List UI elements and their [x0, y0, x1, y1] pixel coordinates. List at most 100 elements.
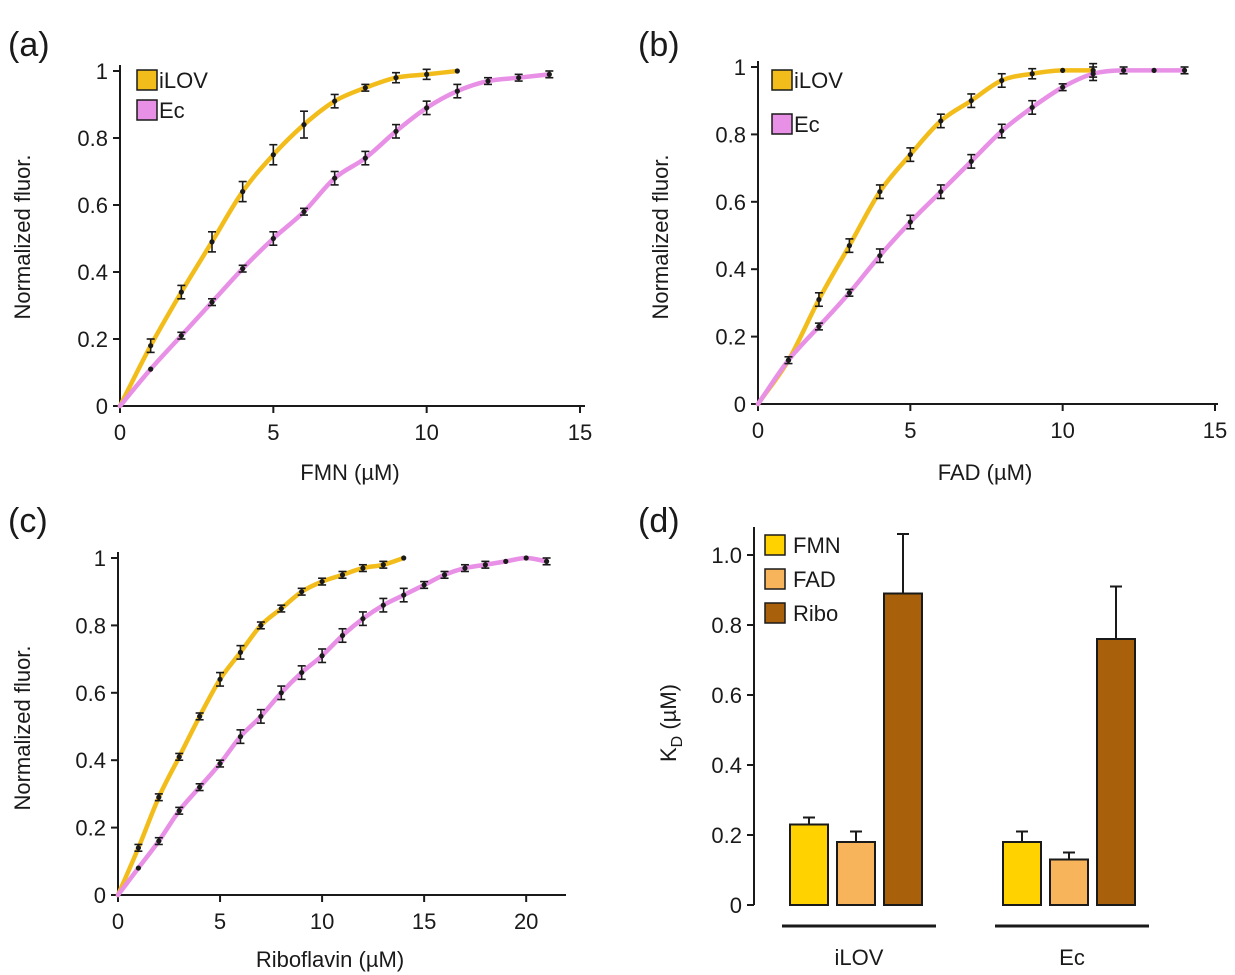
panel-c-data-point-Ec	[503, 558, 509, 564]
panel-b-data-point-Ec	[938, 189, 944, 195]
panel-b-data-point-iLOV	[968, 98, 974, 104]
bar-Ribo-Ec	[1096, 638, 1136, 906]
panel-c-data-point-Ec	[176, 808, 182, 814]
panel-c-data-point-iLOV	[135, 845, 142, 851]
panel-a-y-tick-label: 0.4	[77, 260, 108, 285]
panel-a-data-point-iLOV	[148, 343, 154, 349]
bar-FAD-Ec	[1049, 858, 1089, 906]
legend-swatch-Ribo	[764, 602, 786, 624]
panel-c-y-tick-label: 0.4	[75, 748, 106, 773]
panel-a-data-point-iLOV	[270, 152, 276, 158]
panel-c-data-point-iLOV	[299, 589, 305, 595]
panel-c-data-point-iLOV	[278, 605, 284, 612]
bar-Ribo-iLOV	[883, 592, 923, 906]
panel-a-data-point-iLOV	[209, 239, 215, 245]
panel-c-data-point-Ec	[380, 602, 386, 608]
panel-d-y-tick-label: 0	[730, 893, 742, 918]
panel-a-data-point-Ec	[148, 366, 154, 372]
legend-label-FAD: FAD	[793, 567, 836, 592]
panel-a-data-point-Ec	[240, 266, 246, 272]
panel-b-data-point-Ec	[846, 290, 853, 296]
panel-c-data-point-Ec	[197, 784, 203, 790]
panel-c: (c) Normalized fluor. Riboflavin (µM) 00…	[8, 502, 566, 972]
panel-a-data-point-iLOV	[332, 98, 338, 104]
legend-label-Ec: Ec	[159, 98, 185, 123]
panel-a-data-point-Ec	[178, 333, 184, 339]
legend-swatch-Ec	[136, 99, 158, 121]
panel-b-data-point-Ec	[1121, 67, 1127, 73]
panel-c-letter: (c)	[8, 502, 48, 540]
panel-b-y-tick-label: 0	[734, 392, 746, 417]
panel-c-data-point-Ec	[258, 713, 264, 719]
panel-c-data-point-Ec	[299, 669, 305, 676]
panel-a-data-point-iLOV	[178, 289, 184, 295]
panel-d: (d) KD (µM) 0 0.2 0.4 0.6 0.8 1.0 iLOV Ec FMN F…	[638, 502, 1149, 970]
panel-a-x-axis-title: FMN (µM)	[300, 460, 399, 485]
panel-b-data-point-iLOV	[1029, 71, 1035, 77]
panel-c-data-point-Ec	[482, 562, 488, 568]
panel-b-data-point-iLOV	[907, 152, 913, 158]
panel-b-data-point-iLOV	[1060, 67, 1066, 73]
kd-subscript: D	[669, 736, 686, 748]
panel-c-data-point-Ec	[543, 558, 550, 564]
panel-c-data-point-Ec	[462, 565, 468, 571]
panel-a-data-point-iLOV	[362, 85, 368, 91]
panel-b-data-point-Ec	[907, 219, 913, 225]
panel-c-x-tick-label: 0	[112, 909, 124, 934]
panel-c-data-point-iLOV	[217, 676, 223, 682]
panel-c-data-point-Ec	[217, 760, 223, 767]
panel-c-data-point-iLOV	[237, 649, 244, 655]
panel-c-data-point-Ec	[421, 582, 427, 588]
panel-c-y-tick-label: 0.8	[75, 613, 106, 638]
panel-a-data-point-Ec	[546, 71, 552, 77]
panel-a-x-tick-label: 15	[568, 420, 592, 445]
panel-d-letter: (d)	[638, 502, 680, 540]
panel-c-y-axis-title: Normalized fluor.	[10, 645, 35, 810]
panel-a-legend: iLOV Ec	[136, 68, 208, 123]
panel-c-x-tick-label: 10	[310, 909, 334, 934]
panel-b-x-tick-label: 0	[752, 418, 764, 443]
panel-c-data-point-Ec	[278, 690, 284, 696]
panel-c-data-point-iLOV	[176, 754, 182, 760]
panel-c-data-point-iLOV	[401, 555, 407, 561]
kd-unit: (µM)	[656, 684, 681, 736]
panel-c-data-point-Ec	[339, 632, 346, 639]
panel-b-data-point-Ec	[1060, 84, 1066, 90]
panel-b-x-axis-title: FAD (µM)	[938, 460, 1033, 485]
panel-c-data-point-Ec	[135, 865, 142, 871]
panel-c-data-point-Ec	[237, 734, 244, 740]
legend-label-Ec: Ec	[794, 112, 820, 137]
panel-b-y-tick-label: 0.2	[715, 325, 746, 350]
bar-FAD-iLOV	[836, 841, 876, 906]
panel-c-fit-line-Ec	[115, 555, 549, 898]
panel-b-fit-line-Ec	[755, 68, 1187, 407]
panel-b-letter: (b)	[638, 26, 680, 64]
panel-b-data-point-iLOV	[877, 189, 883, 195]
panel-b-data-point-iLOV	[999, 77, 1005, 84]
panel-a-data-point-iLOV	[301, 122, 307, 128]
panel-b-x-tick-label: 5	[904, 418, 916, 443]
panel-c-y-tick-label: 0	[94, 883, 106, 908]
panel-c-data-point-Ec	[360, 616, 366, 622]
panel-a-data-point-Ec	[332, 175, 338, 181]
panel-a-x-tick-label: 0	[114, 420, 126, 445]
bar-FMN-Ec	[1002, 841, 1042, 906]
panel-b-plot: 00.20.40.60.810 5 10 15	[715, 55, 1227, 443]
panel-a-y-tick-label: 0.6	[77, 193, 108, 218]
panel-b-x-tick-label: 15	[1203, 418, 1227, 443]
panel-b-data-point-iLOV	[846, 243, 853, 249]
panel-c-y-tick-label: 1	[94, 546, 106, 571]
panel-c-data-point-Ec	[319, 653, 325, 659]
panel-c-data-point-iLOV	[380, 562, 386, 568]
panel-c-x-tick-label: 15	[412, 909, 436, 934]
panel-a-data-point-Ec	[424, 105, 430, 111]
panel-c-x-tick-label: 5	[214, 909, 226, 934]
legend-swatch-FAD	[764, 568, 786, 590]
panel-c-data-point-Ec	[401, 592, 407, 598]
panel-b-data-point-Ec	[968, 158, 974, 164]
panel-b-data-point-Ec	[1181, 67, 1188, 73]
panel-a-fit-line-Ec	[117, 72, 552, 409]
panel-c-data-point-Ec	[523, 555, 529, 561]
panel-d-legend: FMN FAD Ribo	[764, 533, 841, 626]
panel-a-plot: 00.20.40.60.810 5 10 15	[77, 59, 592, 445]
